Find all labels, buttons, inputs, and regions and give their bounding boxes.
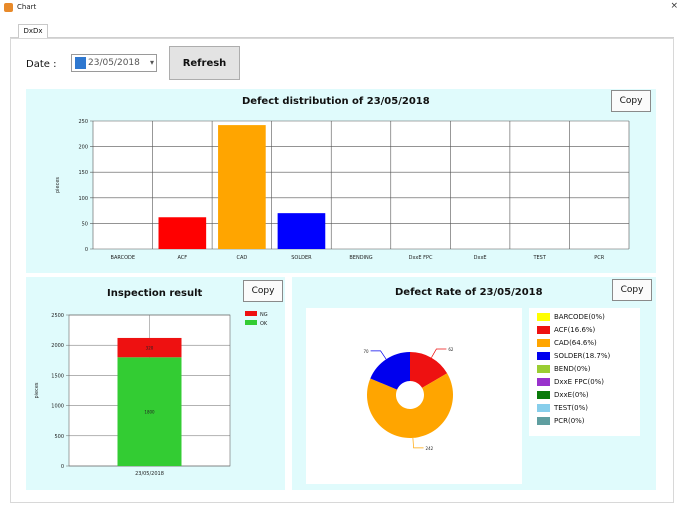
defect-copy-button[interactable]: Copy (611, 90, 651, 112)
rate-chart-title: Defect Rate of 23/05/2018 (395, 287, 543, 298)
chevron-down-icon[interactable]: ▾ (149, 58, 154, 67)
x-tick-label: BENDING (349, 255, 372, 261)
y-tick-label: 100 (78, 196, 88, 202)
y-tick-label: 250 (78, 119, 88, 125)
bar-segment-label: 320 (146, 346, 154, 351)
y-tick-label: 0 (85, 247, 88, 253)
legend-label: NG (260, 312, 268, 318)
pie-slice-1 (410, 352, 448, 388)
pie-slice-3 (370, 352, 410, 390)
window-title: Chart (17, 3, 37, 11)
legend-label: TEST(0%) (554, 404, 588, 412)
bar-segment-ok (117, 357, 182, 466)
y-tick-label: 2000 (51, 343, 64, 349)
legend-item: SOLDER(18.7%) (537, 352, 610, 362)
x-tick-label: ACF (177, 255, 187, 261)
tab-strip: DxDx (10, 22, 674, 39)
y-tick-label: 500 (54, 434, 64, 440)
legend-swatch (537, 326, 550, 334)
y-tick-label: 1000 (51, 404, 64, 410)
pie-slice-2 (367, 373, 453, 438)
x-tick-label: DxxE FPC (409, 255, 433, 261)
bar-acf (158, 217, 207, 249)
y-tick-label: 50 (82, 221, 88, 227)
date-picker[interactable]: 23/05/2018 ▾ (71, 54, 157, 72)
legend-swatch (537, 391, 550, 399)
inspection-copy-button[interactable]: Copy (243, 280, 283, 302)
pie-slice-label: 242 (426, 446, 434, 451)
legend-label: SOLDER(18.7%) (554, 352, 611, 360)
date-label: Date : (26, 59, 57, 70)
bar-solder (277, 213, 326, 249)
inspection-chart-title: Inspection result (107, 288, 203, 299)
legend-item: CAD(64.6%) (537, 339, 597, 349)
legend-item: DxxE(0%) (537, 391, 589, 401)
bar-segment-ng (117, 337, 182, 358)
legend-label: DxxE FPC(0%) (554, 378, 605, 386)
legend-swatch (537, 352, 550, 360)
x-tick-label: TEST (532, 255, 546, 261)
legend-label: BEND(0%) (554, 365, 591, 373)
legend-item: TEST(0%) (537, 404, 588, 414)
inspection-stacked-chart: 0 500 1000 1500 2000 2500 1800 320 23/05/2018 pie… (34, 311, 268, 477)
y-tick-label: 1500 (51, 373, 64, 379)
legend-label: BARCODE(0%) (554, 313, 605, 321)
legend-swatch-ng (245, 311, 257, 316)
y-tick-label: 150 (78, 170, 88, 176)
legend-label: PCR(0%) (554, 417, 585, 425)
legend-item: ACF(16.6%) (537, 326, 595, 336)
legend-label: DxxE(0%) (554, 391, 589, 399)
x-tick-label: CAD (237, 255, 248, 261)
legend-item: PCR(0%) (537, 417, 585, 427)
bar-segment-label: 1800 (144, 410, 155, 415)
rate-legend: BARCODE(0%) ACF(16.6%) CAD(64.6%) SOLDER(18… (529, 308, 640, 436)
refresh-button[interactable]: Refresh (169, 46, 240, 80)
pie-leader-line (431, 348, 447, 358)
pie-slice-label: 70 (364, 349, 370, 354)
tab-dxdx[interactable]: DxDx (18, 24, 48, 39)
date-value[interactable]: 23/05/2018 (88, 58, 140, 68)
defect-chart-title: Defect distribution of 23/05/2018 (242, 96, 430, 107)
legend-label: OK (260, 321, 268, 327)
legend-item: BARCODE(0%) (537, 313, 605, 323)
legend-swatch (537, 339, 550, 347)
defect-rate-donut-chart: 62 242 70 (306, 308, 522, 484)
app-icon (4, 3, 13, 12)
legend-item: BEND(0%) (537, 365, 590, 375)
y-axis-label: pieces (55, 177, 61, 193)
y-tick-label: 0 (61, 464, 64, 470)
pie-plot-area (306, 308, 522, 484)
legend-swatch (537, 365, 550, 373)
legend-swatch (537, 313, 550, 321)
y-tick-label: 200 (78, 145, 88, 151)
bar-cad (218, 125, 266, 249)
legend-swatch-ok (245, 320, 257, 325)
x-tick-label: PCR (594, 255, 605, 261)
x-tick-label: 23/05/2018 (135, 471, 164, 477)
rate-copy-button[interactable]: Copy (612, 279, 652, 301)
legend-swatch (537, 404, 550, 412)
legend-label: CAD(64.6%) (554, 339, 597, 347)
pie-leader-line (370, 350, 387, 360)
legend-swatch (537, 417, 550, 425)
legend-item: DxxE FPC(0%) (537, 378, 604, 388)
y-tick-label: 2500 (51, 313, 64, 319)
legend-label: ACF(16.6%) (554, 326, 596, 334)
date-selection-highlight (75, 57, 86, 69)
pie-leader-line (412, 437, 424, 449)
window-titlebar: Chart × (0, 0, 686, 16)
defect-bar-chart: 0 50 100 150 200 250 BARCODE ACF CAD SOLDER BENDIN… (55, 119, 630, 261)
x-tick-label: BARCODE (111, 255, 136, 261)
x-tick-label: SOLDER (291, 255, 312, 261)
y-axis-label: pieces (34, 382, 40, 398)
legend-swatch (537, 378, 550, 386)
pie-slice-label: 62 (448, 347, 454, 352)
x-tick-label: DxxE (474, 255, 487, 261)
window-close-icon[interactable]: × (670, 1, 678, 11)
